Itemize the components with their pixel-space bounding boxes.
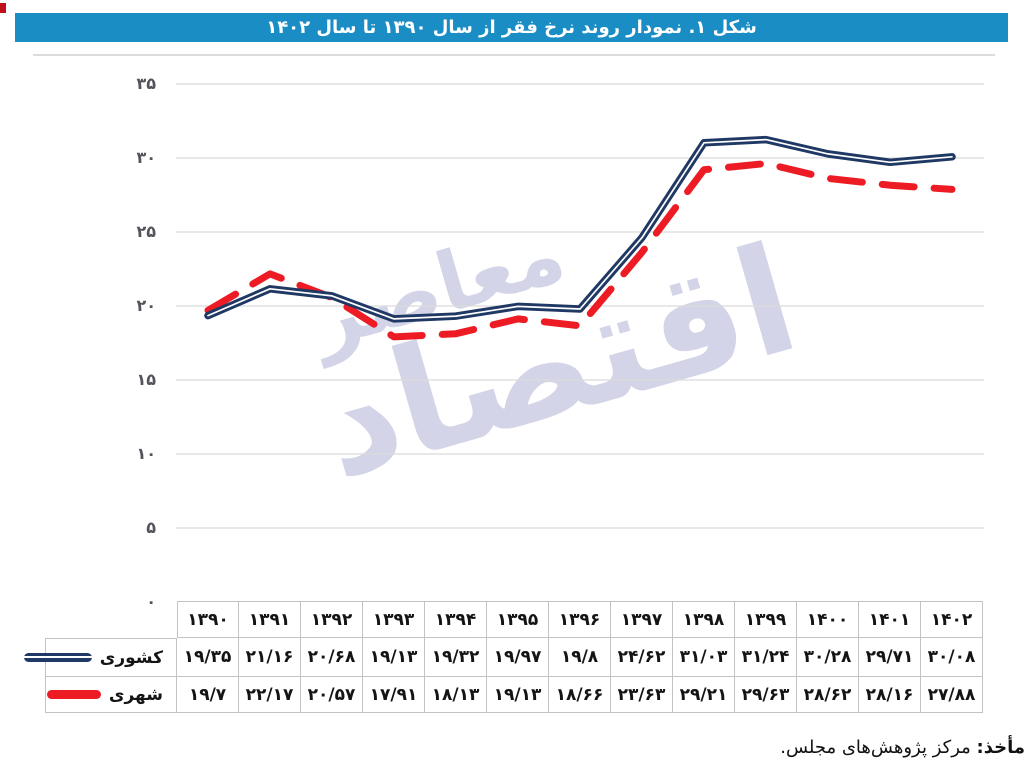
national-value-cell: ۱۹/۳۲ (425, 638, 487, 677)
line-chart-plot (176, 83, 984, 529)
year-header-cell: ۱۳۹۱ (239, 601, 301, 638)
y-axis-tick-label: ۱۰ (136, 444, 156, 463)
year-header-cell: ۱۳۹۳ (363, 601, 425, 638)
y-axis-tick-label: ۵ (146, 518, 156, 537)
chart-title-bar: شکل ۱. نمودار روند نرخ فقر از سال ۱۳۹۰ ت… (15, 13, 1008, 42)
source-text: مرکز پژوهش‌های مجلس. (780, 737, 971, 758)
urban-line-sample-icon (46, 690, 101, 699)
urban-value-cell: ۱۹/۷ (177, 677, 239, 713)
series-line-national (204, 135, 956, 323)
national-line-sample-icon (23, 653, 92, 662)
source-note: مأخذ: مرکز پژوهش‌های مجلس. (780, 737, 1025, 758)
y-axis-tick-label: ۳۰ (136, 148, 156, 167)
urban-value-cell: ۲۸/۶۲ (797, 677, 859, 713)
national-value-cell: ۱۹/۹۷ (487, 638, 549, 677)
year-header-cell: ۱۳۹۴ (425, 601, 487, 638)
urban-value-cell: ۱۹/۱۳ (487, 677, 549, 713)
year-header-cell: ۱۳۹۲ (301, 601, 363, 638)
national-value-cell: ۱۹/۳۵ (177, 638, 239, 677)
urban-value-cell: ۲۸/۱۶ (859, 677, 921, 713)
series-line-national-inner-stripe (207, 138, 953, 320)
year-header-cell: ۱۳۹۹ (735, 601, 797, 638)
year-header-cell: ۱۳۹۶ (549, 601, 611, 638)
series-label-national: کشوری (99, 647, 163, 668)
national-value-cell: ۲۹/۷۱ (859, 638, 921, 677)
table-corner-spacer (45, 601, 177, 638)
national-value-cell: ۲۴/۶۲ (611, 638, 673, 677)
year-header-cell: ۱۳۹۷ (611, 601, 673, 638)
corner-red-mark (0, 3, 6, 13)
national-value-cell: ۱۹/۸ (549, 638, 611, 677)
urban-value-cell: ۱۷/۹۱ (363, 677, 425, 713)
y-axis-tick-label: ۲۰ (136, 296, 156, 315)
year-header-cell: ۱۳۹۵ (487, 601, 549, 638)
national-value-cell: ۳۰/۲۸ (797, 638, 859, 677)
urban-value-cell: ۲۰/۵۷ (301, 677, 363, 713)
year-header-cell: ۱۴۰۰ (797, 601, 859, 638)
national-value-cell: ۳۰/۰۸ (921, 638, 983, 677)
urban-value-cell: ۲۷/۸۸ (921, 677, 983, 713)
data-table: ۱۳۹۰ ۱۳۹۱ ۱۳۹۲ ۱۳۹۳ ۱۳۹۴ ۱۳۹۵ ۱۳۹۶ ۱۳۹۷ ۱۳۹۸ ۱۳۹۹… (23, 601, 983, 713)
national-value-cell: ۳۱/۲۴ (735, 638, 797, 677)
separator-line (33, 54, 995, 56)
legend-cell-national: کشوری (23, 638, 177, 677)
urban-value-cell: ۲۳/۶۳ (611, 677, 673, 713)
urban-value-cell: ۲۲/۱۷ (239, 677, 301, 713)
urban-value-cell: ۱۸/۶۶ (549, 677, 611, 713)
year-header-cell: ۱۳۹۸ (673, 601, 735, 638)
urban-value-cell: ۲۹/۲۱ (673, 677, 735, 713)
urban-value-cell: ۲۹/۶۳ (735, 677, 797, 713)
year-header-cell: ۱۳۹۰ (177, 601, 239, 638)
year-header-cell: ۱۴۰۱ (859, 601, 921, 638)
series-label-urban: شهری (108, 684, 163, 705)
legend-cell-urban: شهری (45, 677, 177, 713)
y-axis-tick-label: ۰ (146, 592, 156, 611)
y-axis-tick-label: ۳۵ (136, 74, 156, 93)
national-value-cell: ۳۱/۰۳ (673, 638, 735, 677)
national-value-cell: ۲۰/۶۸ (301, 638, 363, 677)
urban-value-cell: ۱۸/۱۳ (425, 677, 487, 713)
source-label: مأخذ: (976, 737, 1025, 758)
national-value-cell: ۲۱/۱۶ (239, 638, 301, 677)
y-axis-tick-label: ۱۵ (136, 370, 156, 389)
y-axis-tick-label: ۲۵ (136, 222, 156, 241)
national-value-cell: ۱۹/۱۳ (363, 638, 425, 677)
year-header-cell: ۱۴۰۲ (921, 601, 983, 638)
chart-title: شکل ۱. نمودار روند نرخ فقر از سال ۱۳۹۰ ت… (266, 17, 757, 38)
